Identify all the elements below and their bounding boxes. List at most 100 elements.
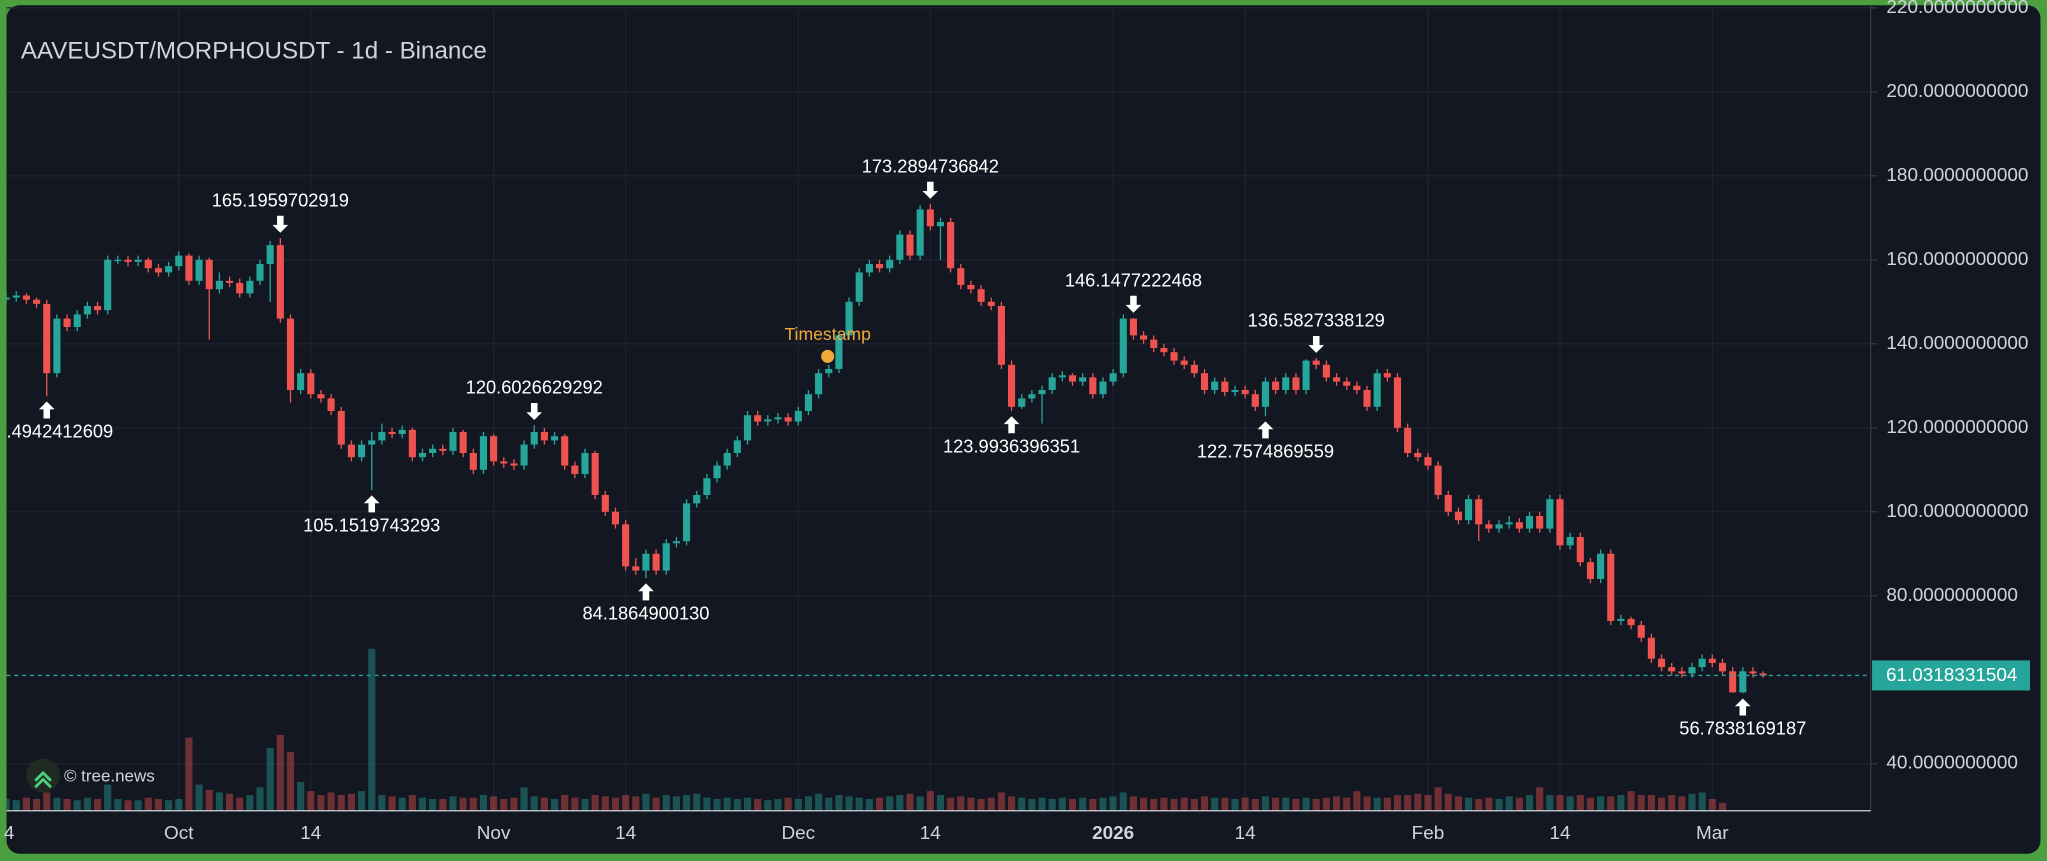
volume-bar (1485, 797, 1493, 811)
annotation-arrow (526, 403, 543, 421)
volume-bar (317, 795, 325, 811)
candle-body (622, 524, 630, 567)
candle-body (835, 335, 843, 369)
candle-body (33, 299, 41, 304)
volume-bar (1678, 796, 1686, 811)
candle-body (104, 259, 112, 311)
candle-body (418, 452, 427, 458)
candle-body (6, 297, 10, 300)
candle-body (358, 444, 366, 458)
volume-bar (957, 796, 965, 811)
annotation-label: 122.7574869559 (1197, 441, 1334, 462)
volume-bar (855, 797, 863, 811)
x-tick-label: 14 (615, 823, 636, 844)
candle-body (987, 301, 995, 307)
candle-body (368, 440, 376, 445)
candle-body (22, 295, 30, 300)
candle-body (1383, 373, 1391, 378)
volume-bar (1688, 793, 1696, 811)
volume-bar (561, 795, 569, 811)
volume-bar (1058, 797, 1066, 811)
candle-body (896, 234, 904, 260)
candle-body (500, 461, 508, 464)
annotation-label: 173.2894736842 (862, 155, 999, 176)
candle-body (723, 452, 731, 466)
candle-body (713, 465, 721, 479)
x-tick-label: Feb (1412, 823, 1445, 844)
volume-bar (134, 800, 142, 811)
candle-body (297, 373, 305, 390)
volume-bar (642, 793, 650, 811)
volume-bar (256, 787, 264, 811)
candle-body (977, 289, 985, 302)
volume-bar (683, 795, 691, 811)
candle-body (591, 452, 599, 495)
volume-bar (195, 784, 203, 811)
volume-bar (1607, 796, 1615, 811)
candle-body (1282, 377, 1290, 390)
last-price-box (1872, 660, 2031, 691)
volume-bar (1444, 793, 1452, 811)
volume-bar (906, 793, 914, 811)
candle-body (1241, 389, 1249, 395)
candle-body (855, 272, 863, 302)
logo (26, 758, 61, 793)
volume-bar (794, 798, 802, 811)
volume-bar (845, 796, 853, 811)
volume-bar (1221, 797, 1229, 811)
volume-bar (449, 796, 457, 811)
volume-bar (144, 797, 152, 811)
x-tick-label: Dec (781, 823, 815, 844)
candle-body (1617, 618, 1625, 621)
volume-bar (896, 795, 904, 811)
candle-body (642, 553, 650, 571)
candle-body (236, 282, 244, 294)
candle-body (875, 264, 884, 269)
volume-bar (1343, 797, 1351, 811)
candle-body (175, 255, 183, 267)
volume-bar (1129, 796, 1137, 811)
candle-body (561, 436, 569, 466)
volume-bar (1668, 795, 1676, 811)
candle-body (93, 306, 102, 311)
candle-body (144, 259, 152, 269)
candle-body (815, 373, 823, 395)
candle-body (774, 417, 782, 420)
candle-body (1211, 381, 1219, 390)
annotation-arrow (1308, 335, 1325, 353)
candle-body (1718, 662, 1727, 672)
volume-bar (1119, 792, 1127, 811)
volume-bar (916, 796, 924, 811)
annotation-label: 105.1519743293 (303, 515, 440, 536)
candle-body (1119, 318, 1127, 374)
last-price-label: 61.0318331504 (1886, 665, 2017, 686)
volume-bar (1495, 798, 1503, 811)
candle-body (449, 431, 457, 451)
candle-body (1312, 360, 1320, 365)
candle-body (215, 280, 223, 290)
volume-bar (936, 795, 945, 811)
candle-body (1688, 667, 1696, 674)
volume-bar (987, 797, 995, 811)
candle-body (388, 431, 396, 435)
x-tick-label: 14 (1235, 823, 1256, 844)
x-tick-label: 14 (300, 823, 321, 844)
volume-bar (1028, 798, 1036, 811)
volume-bar (886, 796, 894, 811)
volume-bar (1211, 797, 1219, 811)
candle-body (754, 415, 762, 422)
candle-body (276, 245, 284, 319)
candle-body (672, 541, 680, 544)
volume-bar (479, 795, 488, 811)
candle-body (307, 373, 315, 395)
annotation-arrow (638, 583, 654, 601)
candle-body (683, 503, 691, 542)
candle-body (1180, 360, 1188, 365)
candle-body (490, 436, 498, 462)
candle-body (1444, 494, 1452, 512)
candle-body (1048, 377, 1056, 390)
candle-body (886, 259, 894, 269)
candle-body (632, 566, 640, 571)
candle-body (662, 543, 670, 571)
annotation-label: 123.9936396351 (943, 435, 1080, 456)
